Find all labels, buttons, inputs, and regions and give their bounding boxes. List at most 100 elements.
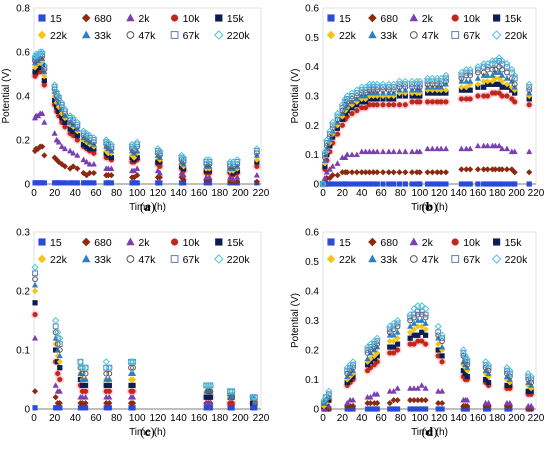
- data-point: [321, 400, 327, 406]
- x-tick-label: 100: [129, 188, 146, 199]
- data-point: [344, 169, 351, 176]
- data-point: [393, 316, 402, 325]
- data-point: [475, 66, 481, 73]
- data-point: [108, 180, 114, 186]
- data-point: [56, 347, 63, 353]
- data-point: [106, 376, 113, 382]
- data-point: [506, 399, 513, 406]
- data-point: [349, 110, 355, 117]
- data-point: [338, 101, 346, 109]
- data-point: [207, 394, 214, 400]
- data-point: [434, 78, 441, 85]
- data-point: [442, 71, 450, 80]
- data-point: [41, 180, 47, 186]
- x-tick-label: 80: [395, 188, 407, 199]
- data-point: [366, 340, 375, 348]
- legend-marker: [126, 255, 135, 263]
- data-point: [442, 145, 450, 152]
- data-point: [322, 151, 328, 158]
- x-tick-label: 160: [191, 413, 208, 424]
- data-point: [464, 402, 471, 410]
- data-point: [180, 154, 188, 162]
- data-point: [499, 84, 505, 90]
- y-tick-label: 0.4: [305, 62, 319, 73]
- data-point: [406, 329, 414, 336]
- data-point: [424, 181, 431, 187]
- data-point: [428, 74, 436, 82]
- data-point: [396, 169, 403, 176]
- legend-label: 2k: [422, 237, 434, 249]
- legend-marker: [491, 254, 502, 264]
- data-point: [56, 358, 63, 365]
- data-point: [91, 150, 97, 156]
- legend: 15 680 2k 10k 15k 22k 33k 47k 67k 220k: [326, 13, 528, 42]
- chart-svg-b: 0 0.1 0.2 0.3 0.4 0.5 0.6 0 20 40 60 80 100 120 140 160…: [290, 4, 545, 214]
- data-point: [391, 181, 397, 187]
- legend-marker: [126, 31, 135, 39]
- legend-marker: [451, 238, 459, 246]
- data-point: [82, 399, 89, 407]
- data-point: [390, 323, 397, 330]
- data-point: [439, 335, 445, 342]
- data-point: [329, 172, 336, 179]
- data-point: [326, 131, 333, 138]
- data-point: [464, 373, 470, 380]
- x-tick-label: 200: [508, 188, 525, 199]
- data-point: [457, 68, 466, 77]
- data-point: [438, 331, 446, 339]
- data-point: [496, 63, 503, 70]
- legend-marker: [327, 238, 335, 246]
- data-point: [66, 112, 74, 120]
- legend-label: 15k: [227, 237, 245, 249]
- data-point: [54, 328, 62, 336]
- data-point: [496, 142, 503, 149]
- data-point: [58, 101, 65, 108]
- legend-marker: [368, 13, 377, 23]
- x-tick-label: 0: [320, 413, 326, 424]
- data-point: [334, 113, 341, 120]
- data-point: [362, 87, 369, 94]
- data-point: [386, 181, 392, 187]
- panel-caption: (c): [140, 424, 155, 439]
- legend-marker: [214, 254, 224, 264]
- data-point: [62, 180, 68, 186]
- x-tick-label: 0: [31, 413, 37, 424]
- data-point: [133, 138, 141, 146]
- data-point: [334, 160, 341, 166]
- chart-panel-c: 0 0.1 0.2 0.3 0 20 40 60 80 100 120 140 160 180 200 220…: [0, 224, 275, 449]
- data-point: [467, 69, 474, 76]
- data-point: [484, 142, 491, 149]
- legend-label: 680: [380, 237, 398, 249]
- data-point: [156, 150, 163, 157]
- data-point: [483, 376, 489, 383]
- chart-svg-c: 0 0.1 0.2 0.3 0 20 40 60 80 100 120 140 160 180 200 220…: [16, 228, 270, 439]
- x-tick-label: 220: [528, 413, 545, 424]
- data-point: [374, 181, 380, 187]
- y-tick-label: 0.4: [305, 287, 319, 298]
- data-point: [76, 358, 85, 366]
- data-point: [474, 81, 482, 88]
- data-point: [74, 165, 81, 172]
- data-point: [526, 169, 533, 176]
- data-point: [484, 93, 491, 99]
- data-point: [492, 66, 499, 73]
- x-tick-label: 160: [191, 188, 208, 199]
- y-tick-label: 0: [313, 405, 319, 416]
- data-point: [39, 143, 46, 150]
- data-point: [396, 102, 403, 108]
- legend-label: 15k: [505, 237, 523, 249]
- data-point: [103, 370, 110, 377]
- data-point: [422, 314, 429, 321]
- data-point: [348, 89, 356, 97]
- y-axis-title: Potential (V): [1, 68, 12, 123]
- data-point: [435, 388, 442, 394]
- data-point: [407, 314, 414, 321]
- data-point: [422, 326, 429, 333]
- data-point: [344, 367, 351, 374]
- data-point: [55, 103, 62, 111]
- legend-label: 15: [50, 237, 62, 249]
- data-point: [390, 80, 398, 88]
- data-point: [341, 95, 349, 103]
- data-point: [458, 145, 465, 152]
- data-point: [498, 78, 506, 85]
